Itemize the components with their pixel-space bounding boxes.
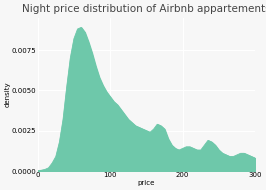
Y-axis label: density: density: [4, 82, 10, 107]
Title: Night price distribution of Airbnb appartements: Night price distribution of Airbnb appar…: [22, 4, 266, 14]
X-axis label: price: price: [138, 180, 155, 186]
